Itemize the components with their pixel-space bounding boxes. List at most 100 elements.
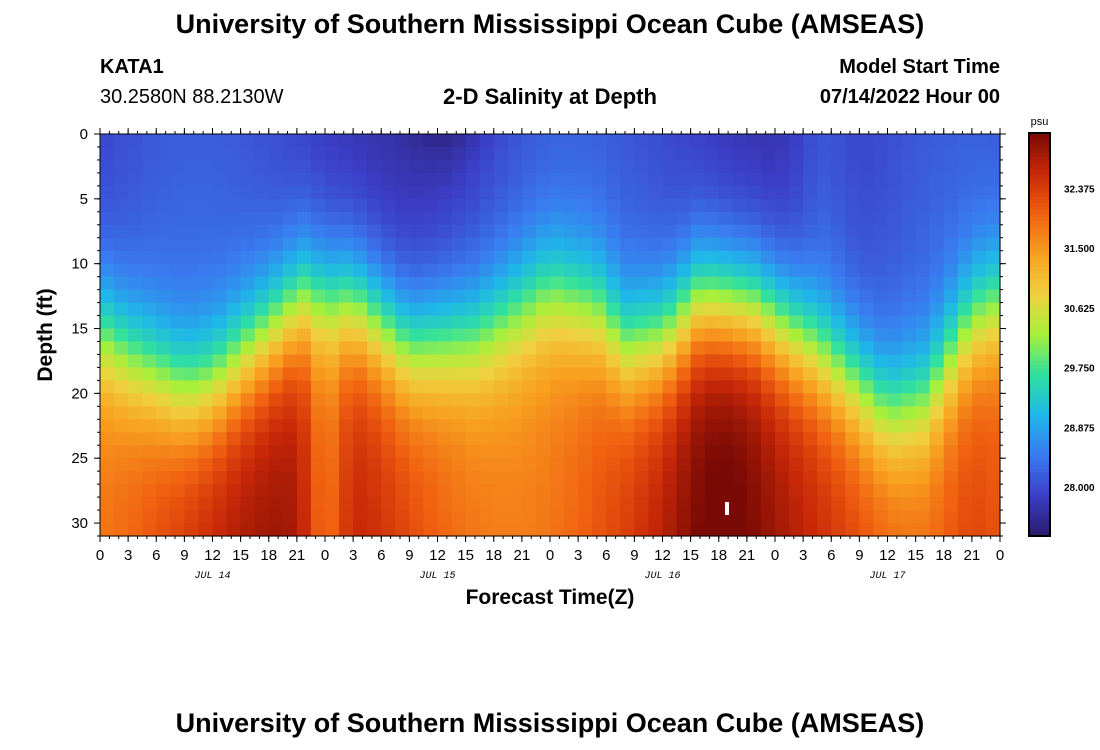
heatmap-cell (690, 302, 706, 317)
heatmap-cell (803, 497, 818, 511)
heatmap-cell (226, 159, 242, 174)
heatmap-cell (901, 432, 917, 446)
heatmap-cell (971, 432, 987, 446)
heatmap-cell (353, 198, 368, 213)
heatmap-cell (845, 315, 860, 330)
heatmap-cell (943, 276, 959, 291)
heatmap-cell (521, 510, 537, 524)
heatmap-cell (662, 237, 678, 252)
heatmap-cell (226, 224, 242, 239)
heatmap-cell (240, 276, 256, 291)
heatmap-cell (578, 458, 593, 472)
heatmap-cell (929, 134, 945, 148)
heatmap-cell (929, 185, 945, 200)
heatmap-cell (564, 510, 579, 524)
colorbar-segment (1029, 368, 1050, 373)
heatmap-cell (353, 185, 368, 200)
heatmap-cell (114, 458, 129, 472)
colorbar-segment (1029, 344, 1050, 349)
heatmap-cell (184, 263, 200, 278)
heatmap-cell (339, 432, 354, 446)
heatmap-cell (479, 315, 495, 330)
heatmap-cell (915, 172, 931, 187)
heatmap-cell (690, 484, 706, 498)
heatmap-cell (395, 315, 410, 330)
heatmap-cell (704, 432, 720, 446)
heatmap-cell (887, 315, 903, 330)
heatmap-cell (100, 211, 115, 226)
heatmap-cell (634, 250, 650, 265)
heatmap-cell (929, 198, 945, 213)
heatmap-cell (775, 134, 790, 148)
heatmap-cell (367, 471, 382, 485)
heatmap-cell (775, 185, 790, 200)
colorbar-segment (1029, 391, 1050, 396)
heatmap-cell (353, 419, 368, 433)
colorbar-tick-label: 31.500 (1064, 244, 1095, 255)
heatmap-cell (100, 497, 115, 511)
y-tick-label: 30 (71, 515, 88, 532)
heatmap-cell (676, 159, 692, 174)
heatmap-cell (676, 510, 692, 524)
heatmap-cell (592, 354, 607, 369)
heatmap-cell (718, 315, 734, 330)
heatmap-cell (423, 237, 439, 252)
heatmap-cell (114, 159, 129, 174)
heatmap-cell (578, 146, 593, 161)
heatmap-cell (971, 146, 987, 161)
heatmap-cell (592, 458, 607, 472)
heatmap-cell (212, 406, 228, 420)
heatmap-cell (985, 198, 1001, 213)
heatmap-cell (957, 250, 973, 265)
heatmap-cell (648, 510, 664, 524)
heatmap-cell (943, 146, 959, 161)
heatmap-cell (845, 367, 860, 381)
heatmap-cell (845, 211, 860, 226)
heatmap-cell (353, 341, 368, 356)
heatmap-cell (929, 276, 945, 291)
heatmap-cell (128, 276, 143, 291)
heatmap-cell (325, 471, 340, 485)
heatmap-cell (676, 302, 692, 317)
heatmap-cell (957, 354, 973, 369)
heatmap-cell (212, 367, 228, 381)
heatmap-cell (845, 134, 860, 148)
heatmap-cell (142, 432, 157, 446)
heatmap-cell (465, 523, 481, 537)
heatmap-cell (718, 354, 734, 369)
heatmap-cell (690, 185, 706, 200)
heatmap-cell (971, 250, 987, 265)
heatmap-cell (732, 315, 748, 330)
heatmap-cell (170, 185, 185, 200)
heatmap-cell (550, 380, 565, 394)
heatmap-cell (831, 484, 846, 498)
heatmap-cell (339, 354, 354, 369)
heatmap-cell (395, 341, 410, 356)
heatmap-cell (971, 354, 987, 369)
heatmap-cell (803, 250, 818, 265)
heatmap-cell (845, 172, 860, 187)
heatmap-cell (240, 510, 256, 524)
heatmap-cell (479, 471, 495, 485)
heatmap-cell (718, 458, 734, 472)
heatmap-cell (367, 419, 382, 433)
heatmap-cell (985, 523, 1001, 537)
heatmap-cell (100, 263, 115, 278)
heatmap-cell (690, 471, 706, 485)
heatmap-cell (662, 393, 678, 407)
heatmap-cell (957, 341, 973, 356)
heatmap-cell (156, 523, 171, 537)
heatmap-cell (367, 367, 382, 381)
heatmap-cell (282, 146, 298, 161)
heatmap-cell (550, 315, 565, 330)
heatmap-cell (690, 393, 706, 407)
x-tick-label: 0 (96, 547, 104, 564)
heatmap-cell (100, 523, 115, 537)
heatmap-cell (339, 185, 354, 200)
colorbar-segment (1029, 502, 1050, 507)
heatmap-cell (367, 134, 382, 148)
heatmap-cell (929, 458, 945, 472)
heatmap-cell (859, 328, 875, 343)
heatmap-cell (268, 354, 284, 369)
heatmap-cell (507, 289, 523, 304)
